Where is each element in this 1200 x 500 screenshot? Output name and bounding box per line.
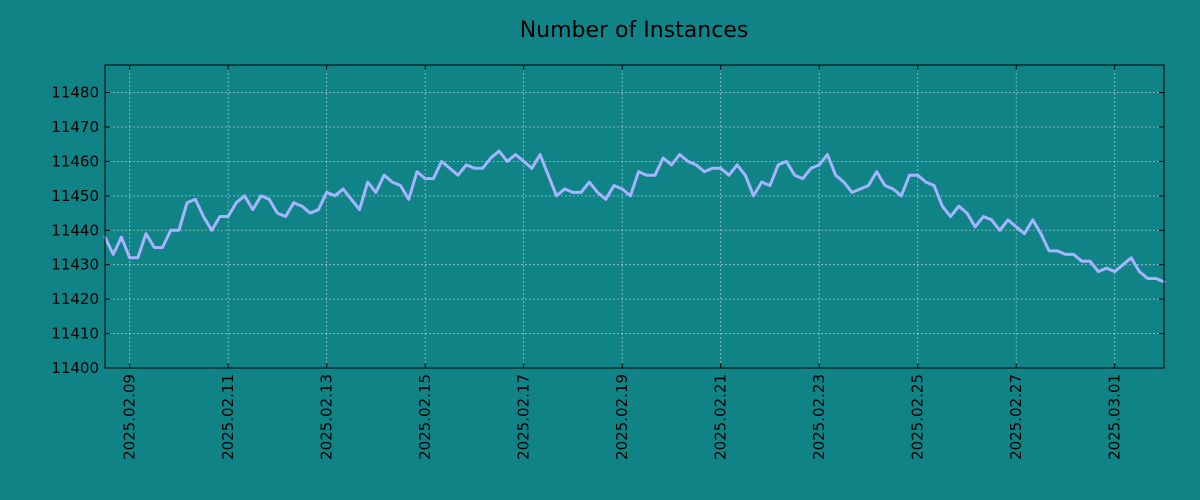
y-axis-tick-labels: 11400 11410 11420 11430 11440 11450 11460 11470… bbox=[51, 84, 99, 377]
x-tick-label: 2025.02.15 bbox=[416, 374, 434, 460]
x-tick-label: 2025.02.09 bbox=[121, 374, 139, 460]
x-tick-label: 2025.02.27 bbox=[1007, 374, 1025, 460]
y-tick-label: 11400 bbox=[51, 359, 99, 377]
series bbox=[103, 149, 1166, 284]
y-tick-label: 11410 bbox=[51, 325, 99, 343]
axis-ticks bbox=[105, 65, 1164, 369]
y-tick-label: 11420 bbox=[51, 290, 99, 308]
x-tick-label: 2025.02.25 bbox=[909, 374, 927, 460]
x-tick-label: 2025.02.13 bbox=[318, 374, 336, 460]
x-tick-label: 2025.03.01 bbox=[1106, 374, 1124, 460]
y-tick-label: 11450 bbox=[51, 187, 99, 205]
x-tick-label: 2025.02.23 bbox=[810, 374, 828, 460]
x-tick-label: 2025.02.11 bbox=[219, 374, 237, 460]
chart-title: Number of Instances bbox=[520, 18, 749, 43]
plot-area-frame bbox=[104, 64, 1165, 369]
y-tick-label: 11440 bbox=[51, 221, 99, 239]
x-tick-label: 2025.02.21 bbox=[712, 374, 730, 460]
y-tick-label: 11480 bbox=[51, 84, 99, 102]
x-axis-tick-labels: 2025.02.09 2025.02.11 2025.02.13 2025.02.15… bbox=[121, 374, 1124, 460]
y-tick-label: 11430 bbox=[51, 256, 99, 274]
y-tick-label: 11470 bbox=[51, 118, 99, 136]
x-tick-label: 2025.02.17 bbox=[515, 374, 533, 460]
x-tick-label: 2025.02.19 bbox=[613, 374, 631, 460]
y-tick-label: 11460 bbox=[51, 152, 99, 170]
series-line bbox=[103, 149, 1166, 284]
grid bbox=[105, 65, 1164, 368]
